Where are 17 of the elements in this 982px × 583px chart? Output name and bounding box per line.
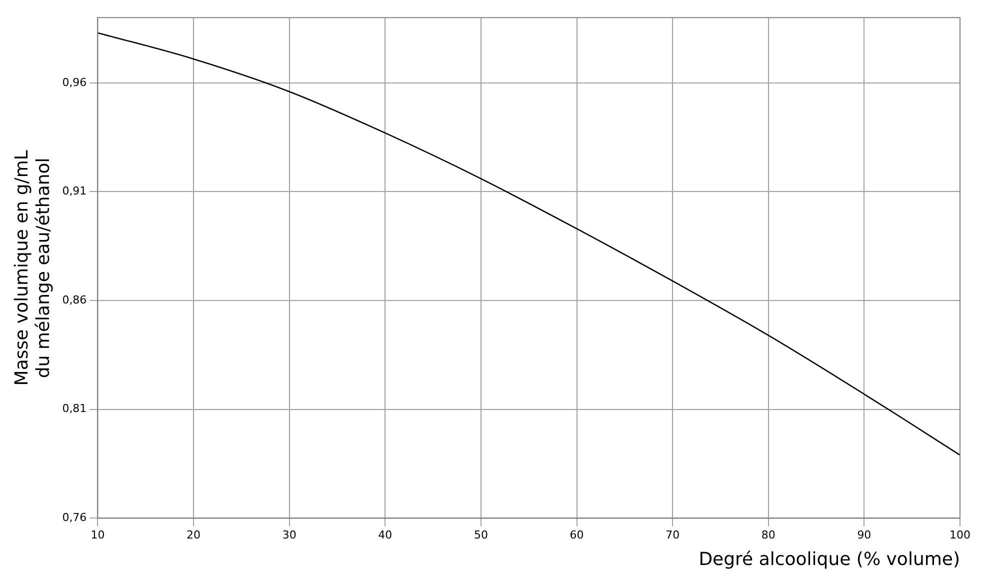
x-tick-label: 80 — [761, 528, 776, 542]
x-tick-label: 90 — [857, 528, 872, 542]
y-tick-label: 0,86 — [62, 293, 87, 306]
x-tick-label: 20 — [186, 528, 201, 542]
y-tick-label: 0,76 — [62, 511, 87, 524]
y-axis-title: Masse volumique en g/mL du mélange eau/éthanol — [11, 150, 54, 386]
y-tick-label: 0,81 — [62, 402, 87, 416]
x-tick-label: 40 — [378, 528, 392, 542]
x-tick-label: 50 — [474, 528, 488, 542]
x-tick-label: 70 — [666, 528, 680, 542]
y-tick-label: 0,91 — [62, 184, 87, 198]
x-tick-label: 10 — [90, 528, 105, 542]
x-tick-label: 60 — [570, 528, 584, 542]
x-tick-label: 100 — [950, 528, 970, 542]
y-tick-label: 0,96 — [62, 76, 87, 89]
x-tick-label: 30 — [282, 528, 296, 542]
x-axis-title: Degré alcoolique (% volume) — [698, 548, 960, 570]
